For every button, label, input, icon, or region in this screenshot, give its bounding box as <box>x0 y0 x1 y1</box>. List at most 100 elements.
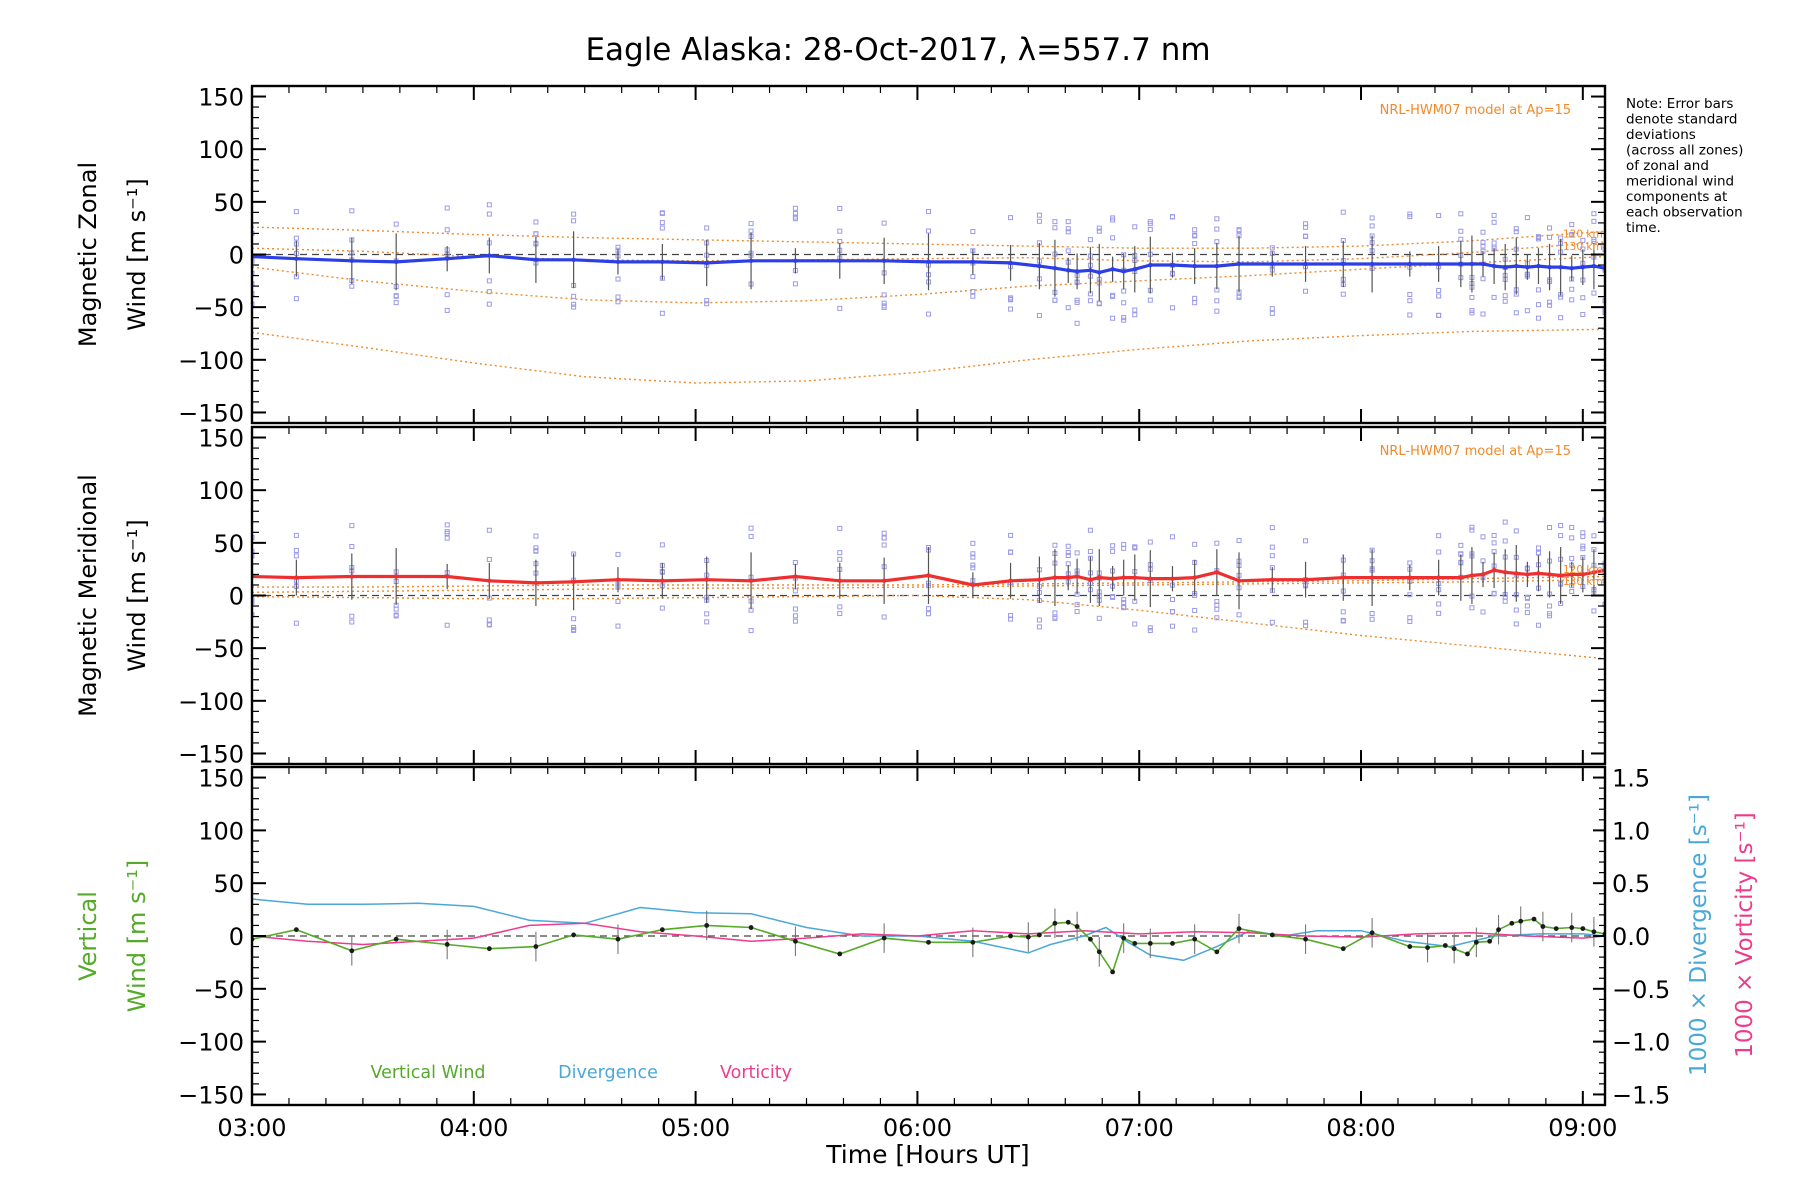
data-point <box>1132 575 1137 580</box>
zone-marker <box>1121 605 1127 611</box>
zone-marker <box>1147 227 1153 233</box>
note-line: each observation <box>1626 205 1743 221</box>
zone-marker <box>1110 235 1116 241</box>
zone-marker <box>1591 290 1597 296</box>
data-point <box>1547 264 1552 270</box>
y-tick-label: −100 <box>178 688 244 716</box>
zone-marker <box>1602 565 1605 571</box>
zone-marker <box>881 530 887 536</box>
zone-marker <box>1192 227 1198 233</box>
note-line: deviations <box>1626 127 1696 143</box>
right-tick-label: 0.0 <box>1612 923 1650 951</box>
model-level-label: 130 km <box>1563 576 1603 588</box>
zone-marker <box>792 613 798 619</box>
zone-marker <box>1547 525 1553 531</box>
zone-marker <box>615 294 621 300</box>
data-point <box>660 578 665 583</box>
zone-marker <box>1547 299 1553 305</box>
data-point <box>1569 925 1575 930</box>
data-point <box>1148 576 1153 581</box>
zone-marker <box>1502 298 1508 304</box>
zone-marker <box>1524 610 1530 616</box>
data-point <box>615 936 621 942</box>
zone-marker <box>444 307 450 313</box>
meridional-wind-line <box>252 568 1605 587</box>
zone-marker <box>1513 310 1519 316</box>
data-point <box>1236 261 1242 267</box>
data-point <box>486 946 492 952</box>
data-point <box>1502 264 1508 270</box>
zone-marker <box>1480 311 1486 317</box>
zone-marker <box>1065 305 1071 311</box>
data-point <box>926 939 931 945</box>
data-point <box>1269 932 1275 938</box>
zone-marker <box>349 523 355 529</box>
zone-marker <box>1469 294 1475 300</box>
data-point <box>1037 577 1042 582</box>
data-point <box>1425 945 1430 951</box>
zone-marker <box>293 209 299 215</box>
y-axis-label-line2: Wind [m s⁻¹] <box>123 519 151 671</box>
y-tick-label: −150 <box>178 399 244 427</box>
zone-marker <box>1458 542 1464 548</box>
zone-marker <box>533 219 539 225</box>
zone-marker <box>1513 607 1519 613</box>
zone-marker <box>1513 528 1519 534</box>
zone-marker <box>1087 298 1093 304</box>
zone-marker <box>1407 298 1413 304</box>
zone-marker <box>1436 287 1442 293</box>
data-point <box>1074 924 1080 929</box>
data-point <box>1052 575 1058 580</box>
zone-marker <box>926 311 931 317</box>
data-point <box>571 932 577 938</box>
data-point <box>1074 574 1080 579</box>
plot-area <box>252 202 1605 384</box>
zone-marker <box>1491 240 1497 246</box>
zone-marker <box>1110 315 1116 321</box>
x-axis-label: Time [Hours UT] <box>825 1140 1029 1169</box>
zone-marker <box>1169 609 1175 615</box>
zone-marker <box>1524 308 1530 314</box>
data-point <box>393 574 399 579</box>
zone-marker <box>1369 215 1375 221</box>
right-axis-label-divergence: 1000 × Divergence [s⁻¹] <box>1686 794 1712 1076</box>
zone-marker <box>1469 605 1475 611</box>
right-tick-label: −0.5 <box>1612 976 1670 1004</box>
zone-marker <box>1436 601 1442 607</box>
zone-marker <box>970 554 976 560</box>
zone-marker <box>393 293 399 299</box>
zone-marker <box>748 525 754 531</box>
data-point <box>1514 571 1519 576</box>
zone-marker <box>571 616 577 622</box>
zone-marker <box>1132 545 1138 551</box>
zone-marker <box>1169 596 1175 602</box>
zone-marker <box>1121 315 1127 321</box>
zone-marker <box>486 622 492 628</box>
zone-marker <box>1269 310 1275 316</box>
data-point <box>1192 263 1197 269</box>
model-level-label: 120 km <box>1563 564 1603 576</box>
data-point <box>533 944 539 949</box>
y-tick-label: −150 <box>178 740 244 768</box>
zone-marker <box>1096 615 1102 621</box>
zone-marker <box>1214 615 1220 621</box>
zone-marker <box>837 556 843 562</box>
zone-marker <box>970 562 976 568</box>
zone-marker <box>1192 541 1198 547</box>
zone-marker <box>1602 310 1605 316</box>
zone-marker <box>1491 219 1497 225</box>
zone-marker <box>1303 538 1309 544</box>
zone-marker <box>1569 535 1575 541</box>
data-point <box>1270 577 1275 582</box>
data-point <box>294 256 299 261</box>
y-tick-label: 50 <box>213 530 244 558</box>
zone-marker <box>615 623 621 629</box>
model-level-label: 120 km <box>1563 228 1603 240</box>
zone-marker <box>1602 560 1605 566</box>
y-tick-label: 150 <box>198 425 244 453</box>
data-point <box>1442 943 1448 948</box>
y-tick-label: −50 <box>193 976 244 1004</box>
zone-marker <box>1480 609 1486 615</box>
